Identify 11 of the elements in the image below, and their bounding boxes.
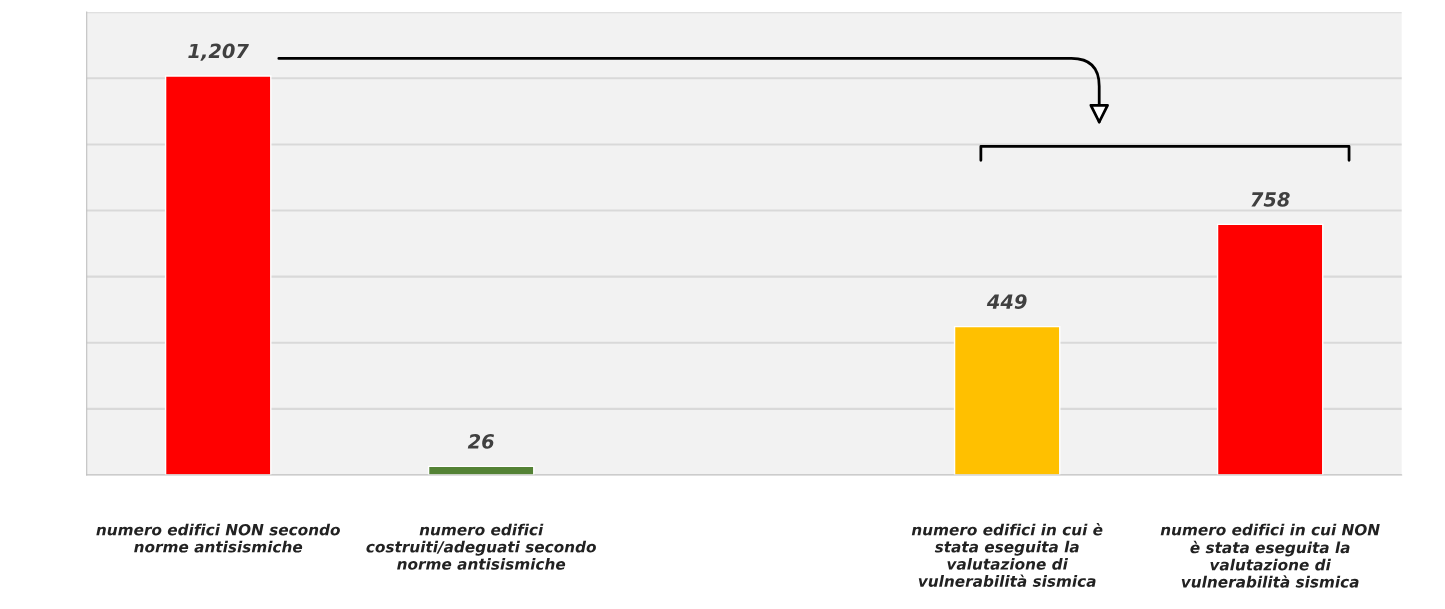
bar [1216,223,1324,476]
x-tick-label: numero edifici NON secondo norme antisismiche [96,523,340,553]
bar [953,325,1061,476]
x-tick-label: numero edifici in cui NON è stata eseguita la valutazione di vulnerabilità sismica [1160,523,1380,588]
x-tick-label: numero edifici costruiti/adeguati secondo norme antisismiche [366,523,596,570]
x-tick-label: numero edifici in cui è stata eseguita la valutazione di vulnerabilità sismica [911,523,1103,587]
data-label: 26 [467,434,495,449]
bar [164,75,272,476]
data-label: 1,207 [188,43,249,61]
data-label: 449 [986,294,1027,309]
data-label: 758 [1251,192,1290,207]
